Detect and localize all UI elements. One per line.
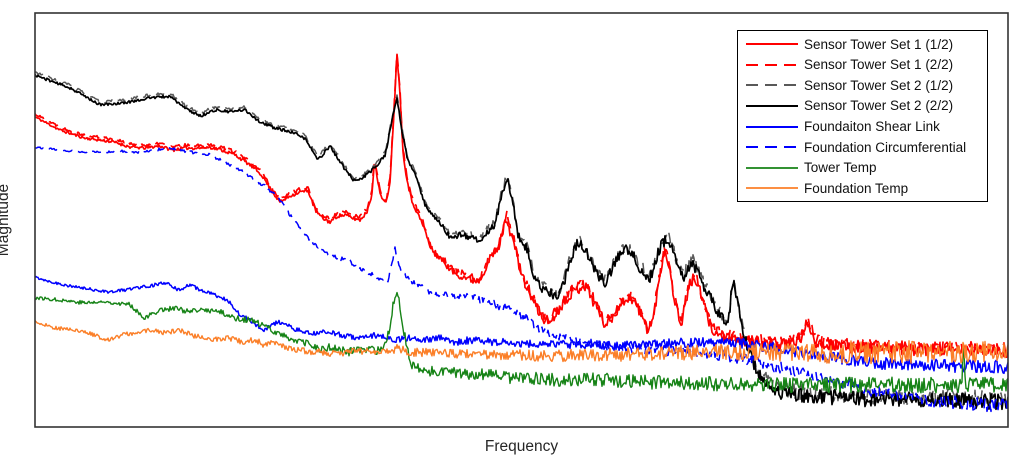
legend-line-sample <box>746 187 798 190</box>
legend-line-sample <box>746 43 798 46</box>
legend-item-6: Tower Temp <box>738 158 987 179</box>
legend-label: Foundation Temp <box>804 180 909 196</box>
series-line-sensor-tower-set-1-2-2 <box>35 53 1008 356</box>
x-axis-label: Frequency <box>484 438 559 455</box>
legend-label: Foundaiton Shear Link <box>804 118 940 134</box>
series-line-sensor-tower-set-2-2-2 <box>35 73 1008 411</box>
legend-item-2: Sensor Tower Set 2 (1/2) <box>738 75 987 96</box>
legend-line-sample <box>746 125 798 128</box>
legend-item-5: Foundation Circumferential <box>738 137 987 158</box>
legend-label: Foundation Circumferential <box>804 139 967 155</box>
legend-item-7: Foundation Temp <box>738 178 987 199</box>
legend-item-0: Sensor Tower Set 1 (1/2) <box>738 34 987 55</box>
legend-line-sample <box>746 146 798 149</box>
legend-item-1: Sensor Tower Set 1 (2/2) <box>738 55 987 76</box>
series-line-sensor-tower-set-2-1-2 <box>35 71 1008 408</box>
legend-line-sample <box>746 63 798 66</box>
legend-line-sample <box>746 84 798 87</box>
legend-label: Sensor Tower Set 2 (2/2) <box>804 98 954 114</box>
legend-label: Sensor Tower Set 1 (2/2) <box>804 57 954 73</box>
legend-label: Sensor Tower Set 2 (1/2) <box>804 77 954 93</box>
legend-label: Tower Temp <box>804 160 877 176</box>
legend: Sensor Tower Set 1 (1/2) Sensor Tower Set… <box>737 30 988 202</box>
series-line-foundaiton-shear-link <box>35 275 1008 375</box>
plot-border <box>34 12 1009 428</box>
legend-item-4: Foundaiton Shear Link <box>738 116 987 137</box>
legend-item-3: Sensor Tower Set 2 (2/2) <box>738 96 987 117</box>
legend-line-sample <box>746 166 798 169</box>
legend-line-sample <box>746 105 798 108</box>
series-line-tower-temp <box>35 291 1008 394</box>
y-axis-label: Magnitude <box>0 183 12 257</box>
legend-label: Sensor Tower Set 1 (1/2) <box>804 36 954 52</box>
series-line-foundation-temp <box>35 320 1008 365</box>
